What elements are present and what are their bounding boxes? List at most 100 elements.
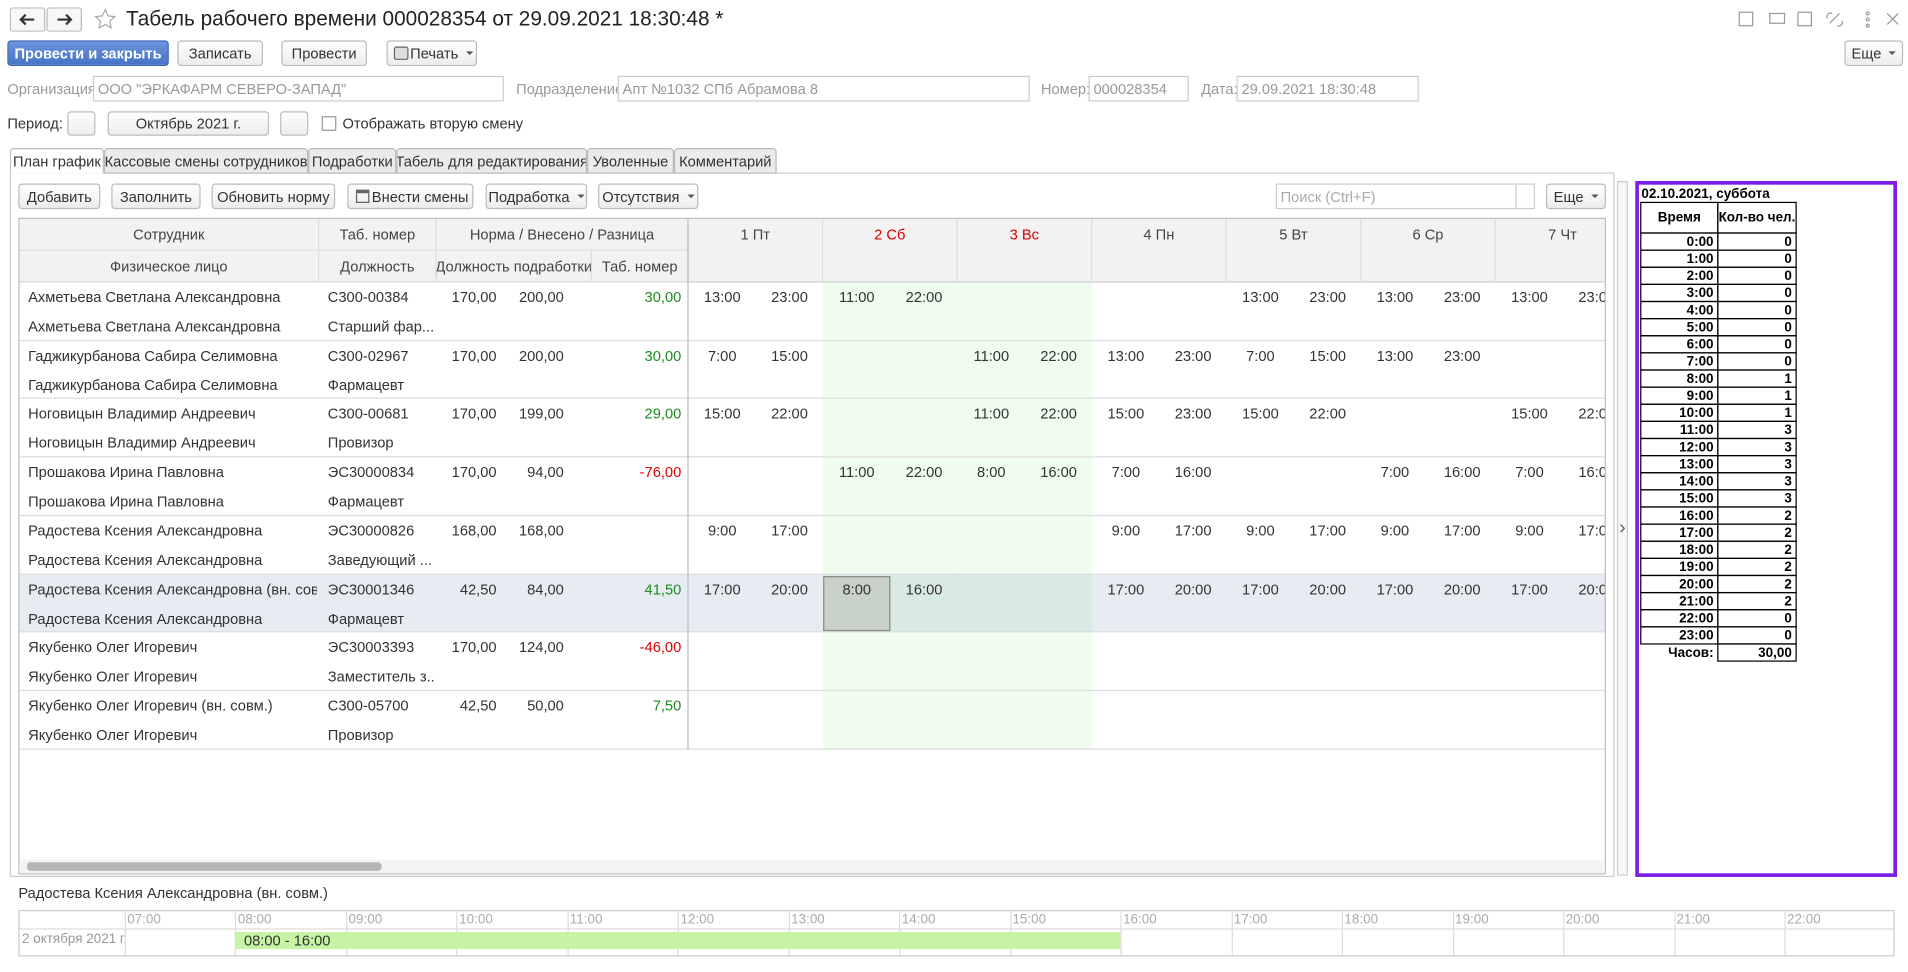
field-input[interactable]: 000028354 — [1088, 75, 1189, 102]
toolbar-button[interactable]: Провести и закрыть — [7, 40, 169, 67]
shift-time: 17:00 — [1174, 522, 1212, 540]
column-header: Должность — [319, 250, 437, 283]
shift-time: 15:00 — [1309, 346, 1347, 365]
shift-time: 9:00 — [1246, 522, 1275, 540]
shift-time: 15:00 — [1242, 405, 1279, 423]
hour-label: 20:00 — [1565, 912, 1600, 928]
shift-time: 22:00 — [905, 463, 943, 481]
table-button[interactable]: Подработка — [485, 183, 588, 210]
shift-time: 8:00 — [977, 463, 1006, 481]
shift-time: 20:00 — [1443, 580, 1481, 598]
position: Фармацевт — [327, 493, 405, 511]
field-input[interactable]: Апт №1032 СПб Абрамова 8 — [617, 75, 1030, 102]
summary-total: 30,00 — [1717, 643, 1797, 662]
tab[interactable]: Уволенные — [587, 147, 674, 174]
row-separator — [19, 397, 1605, 400]
entered: 124,00 — [518, 638, 564, 656]
shift-time: 20:00 — [1309, 580, 1347, 598]
tab[interactable]: Кассовые смены сотрудников — [103, 147, 309, 174]
summary-count: 3 — [1717, 472, 1797, 491]
tab-number: ЭС30003393 — [327, 638, 415, 656]
table-button[interactable]: Заполнить — [111, 183, 201, 210]
summary-header: Кол-во чел. — [1717, 201, 1797, 234]
position: Заведующий ... — [327, 551, 433, 569]
period-value[interactable]: Октябрь 2021 г. — [107, 111, 270, 136]
person-name: Гаджикурбанова Сабира Селимовна — [28, 376, 278, 394]
field-input[interactable]: 29.09.2021 18:30:48 — [1236, 75, 1419, 102]
summary-count: 2 — [1717, 523, 1797, 542]
summary-time: 15:00 — [1640, 489, 1719, 508]
employee-name: Гаджикурбанова Сабира Селимовна — [28, 346, 278, 365]
shift-time: 13:00 — [1107, 346, 1145, 365]
collapse-strip[interactable] — [1616, 181, 1628, 876]
tab[interactable]: Комментарий — [673, 147, 777, 174]
column-header: Таб. номер — [591, 250, 689, 283]
shift-bar[interactable]: 08:00 - 16:00 — [235, 932, 1121, 950]
tab-number: ЭС30000834 — [327, 463, 415, 481]
header-bg — [19, 218, 1605, 283]
day-header: 1 Пт — [689, 218, 824, 283]
favorite-star[interactable] — [93, 7, 117, 31]
shift-time: 9:00 — [707, 522, 737, 540]
shift-time: 11:00 — [973, 346, 1010, 365]
search-input[interactable]: Поиск (Ctrl+F) — [1275, 183, 1535, 210]
period-prev[interactable] — [67, 111, 96, 136]
hour-label: 19:00 — [1455, 912, 1489, 928]
table-button[interactable]: Добавить — [18, 183, 101, 210]
more-button[interactable]: Еще — [1844, 40, 1904, 67]
tab[interactable]: Табель для редактирования — [396, 147, 588, 174]
toolbar-button[interactable]: Печать — [386, 40, 478, 67]
shift-time: 11:00 — [838, 463, 875, 481]
scrollbar — [20, 859, 1604, 874]
shift-time: 17:00 — [1443, 522, 1481, 540]
shift-time: 22:00 — [1578, 405, 1604, 423]
summary-count: 3 — [1717, 454, 1797, 474]
tab[interactable]: Подработки — [308, 147, 397, 174]
summary-time: 11:00 — [1640, 420, 1719, 440]
nav-buttons[interactable] — [9, 7, 83, 32]
table-button[interactable]: Отсутствия — [598, 183, 699, 210]
column-header: Таб. номер — [319, 218, 437, 251]
period-label: Период: — [7, 114, 63, 133]
person-name: Якубенко Олег Игоревич — [28, 668, 198, 686]
summary-time: 12:00 — [1640, 437, 1719, 457]
field-label: Номер: — [1040, 80, 1090, 98]
position: Старший фар... — [327, 318, 435, 336]
field-input[interactable]: ООО "ЭРКАФАРМ СЕВЕРО-ЗАПАД" — [92, 75, 504, 102]
table-more[interactable]: Еще — [1545, 183, 1606, 210]
toolbar-button[interactable]: Провести — [281, 40, 367, 67]
row-separator — [19, 573, 1605, 575]
tab[interactable]: План график — [9, 147, 104, 174]
shift-time: 16:00 — [1174, 463, 1212, 481]
collapse-arrow[interactable] — [1617, 522, 1628, 534]
shift-time: 16:00 — [1578, 463, 1604, 481]
difference: 29,00 — [644, 405, 682, 423]
hour-label: 21:00 — [1676, 912, 1711, 928]
field-label: Подразделение: — [516, 80, 618, 98]
person-name: Радостева Ксения Александровна — [28, 551, 263, 569]
tab-number: С300-00384 — [327, 288, 409, 306]
person-name: Якубенко Олег Игоревич — [28, 726, 198, 744]
employee-name: Радостева Ксения Александровна — [28, 522, 263, 540]
norm: 170,00 — [451, 346, 497, 365]
shift-time: 22:00 — [771, 405, 808, 423]
toolbar-button[interactable]: Записать — [177, 40, 263, 67]
shift-time: 17:00 — [1578, 522, 1604, 540]
summary-count: 0 — [1717, 609, 1797, 628]
window-icons[interactable] — [1737, 10, 1902, 30]
person-name: Ноговицын Владимир Андреевич — [28, 434, 256, 452]
hour-line — [1784, 911, 1786, 956]
scrollbar-thumb[interactable] — [26, 862, 382, 871]
column-divider — [687, 218, 689, 750]
norm: 42,50 — [459, 697, 497, 715]
checkbox[interactable] — [321, 116, 337, 131]
period-next[interactable] — [280, 111, 309, 136]
difference: -46,00 — [639, 638, 682, 656]
summary-time: 14:00 — [1640, 472, 1719, 491]
print-icon — [393, 46, 409, 60]
summary-count: 0 — [1717, 300, 1797, 320]
difference: 30,00 — [644, 288, 682, 306]
summary-count: 2 — [1717, 574, 1797, 594]
column-header: Физическое лицо — [19, 250, 320, 283]
table-button[interactable]: Обновить норму — [211, 183, 336, 210]
